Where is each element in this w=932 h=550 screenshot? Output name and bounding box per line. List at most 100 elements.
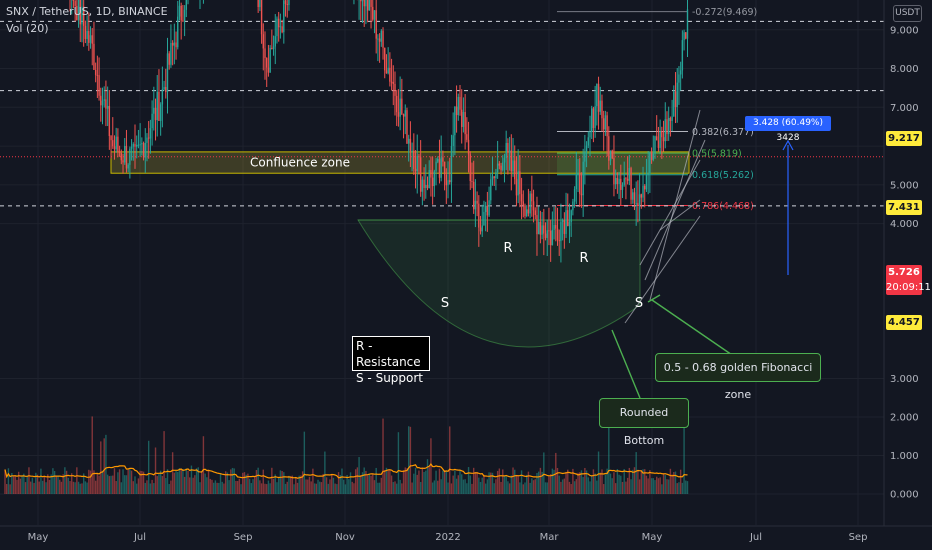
price-label-9217: 9.217 <box>886 131 922 146</box>
volume-bar <box>423 471 425 494</box>
candle-body <box>640 194 643 198</box>
volume-bar <box>124 475 126 494</box>
volume-bar <box>667 479 670 494</box>
volume-bar <box>348 479 350 494</box>
volume-bar <box>235 480 237 494</box>
volume-bar <box>498 468 501 494</box>
volume-bar <box>580 470 583 494</box>
volume-bar <box>82 473 85 494</box>
volume-bar <box>553 469 555 494</box>
candle-body <box>182 20 184 22</box>
volume-bar <box>192 477 194 494</box>
volume-indicator-label[interactable]: Vol (20) <box>6 22 49 35</box>
volume-bar <box>606 468 608 494</box>
volume-bar <box>187 470 189 494</box>
volume-bar <box>601 469 603 494</box>
volume-bar <box>669 468 672 494</box>
volume-bar <box>623 469 625 494</box>
volume-bar <box>122 469 124 494</box>
volume-bar <box>212 482 215 494</box>
candle-body <box>375 10 377 39</box>
price-tick: 1.000 <box>890 451 919 462</box>
volume-bar <box>329 479 331 494</box>
volume-bar <box>613 472 615 494</box>
volume-bar <box>223 483 225 494</box>
volume-bar <box>597 451 600 494</box>
volume-bar <box>602 484 605 494</box>
volume-bar <box>372 474 374 494</box>
candle-body <box>496 163 499 173</box>
candle-body <box>645 174 648 190</box>
fibonacci-retracement: -0.618(11.104)-0.272(9.469)0.382(6.377)0… <box>557 7 757 212</box>
volume-bar <box>247 473 249 494</box>
volume-bar <box>81 483 83 494</box>
volume-bar <box>556 467 559 494</box>
volume-bar <box>433 480 436 494</box>
volume-bar <box>103 438 105 494</box>
candle-body <box>416 155 418 172</box>
volume-bar <box>474 472 477 494</box>
candle-body <box>548 230 550 232</box>
volume-bar <box>353 483 355 494</box>
volume-bar <box>502 469 504 494</box>
candle-body <box>558 240 560 242</box>
volume-bar <box>500 481 502 494</box>
volume-bar <box>534 479 536 494</box>
candle-body <box>399 98 401 117</box>
volume-bar <box>484 483 487 494</box>
volume-bar <box>100 441 102 494</box>
candle-body <box>283 0 285 33</box>
volume-bar <box>279 470 282 494</box>
confluence-zone: Confluence zone <box>110 151 690 174</box>
volume-bar <box>315 483 318 494</box>
candle-body <box>269 47 271 73</box>
legend-support: S - Support <box>356 371 424 385</box>
candle-body <box>426 184 429 189</box>
candle-body <box>659 131 661 148</box>
volume-bar <box>130 470 133 494</box>
volume-bar <box>47 474 49 494</box>
volume-bar <box>43 476 46 494</box>
volume-bar <box>308 476 311 494</box>
candle-body <box>74 1 76 6</box>
volume-bar <box>435 470 437 494</box>
volume-bar <box>89 470 92 494</box>
time-tick: Mar <box>540 532 560 543</box>
volume-bar <box>110 475 112 494</box>
candle-body <box>373 10 376 20</box>
volume-bar <box>194 475 196 494</box>
candle-body <box>149 128 152 139</box>
volume-bar <box>442 470 444 494</box>
candle-body <box>103 99 105 101</box>
candle-body <box>582 161 584 196</box>
volume-bar <box>628 467 631 494</box>
volume-bar <box>508 483 511 494</box>
candle-body <box>666 119 668 135</box>
candle-body <box>543 225 545 234</box>
volume-bar <box>342 479 345 494</box>
candle-body <box>507 142 509 153</box>
candle-body <box>401 98 403 115</box>
volume-bar <box>65 470 68 494</box>
volume-bar <box>277 477 280 494</box>
candle-body <box>464 112 466 135</box>
volume-bar <box>52 468 54 494</box>
candle-body <box>529 193 531 214</box>
candle-body <box>449 180 451 183</box>
candle-body <box>413 150 415 169</box>
volume-bar <box>88 469 90 494</box>
candle-body <box>686 9 689 39</box>
volume-bar <box>491 472 494 494</box>
volume-bar <box>283 472 285 494</box>
candle-body <box>577 173 579 175</box>
rounded-bottom-shape <box>357 219 641 348</box>
candle-body <box>82 6 85 26</box>
volume-bar <box>303 431 306 494</box>
currency-unit-badge[interactable]: USDT <box>893 5 922 22</box>
candle-body <box>134 144 136 147</box>
trend-line <box>644 139 706 281</box>
volume-bar <box>170 480 172 494</box>
candle-body <box>685 32 687 39</box>
trend-line <box>649 109 701 301</box>
